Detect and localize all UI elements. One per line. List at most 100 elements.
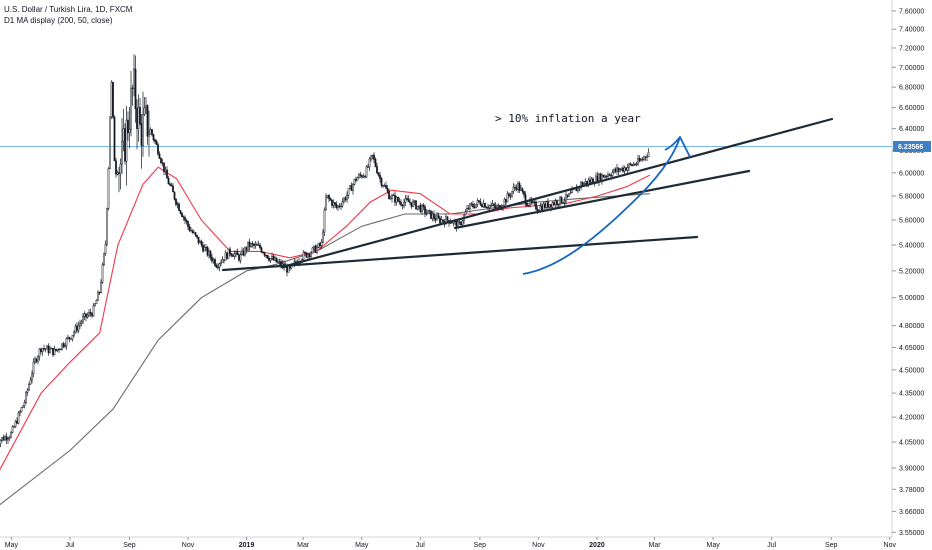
- candle: [53, 345, 56, 356]
- projection-arrowhead[interactable]: [664, 136, 691, 158]
- candle: [430, 210, 432, 220]
- candle: [635, 161, 638, 167]
- candle: [631, 163, 633, 167]
- candle: [151, 128, 153, 137]
- candle: [620, 167, 623, 172]
- indicator-title[interactable]: D1 MA display (200, 50, close): [4, 16, 113, 25]
- candle: [560, 196, 563, 204]
- time-tick-label: May: [355, 542, 369, 549]
- candle: [179, 210, 182, 215]
- candle: [436, 211, 438, 221]
- time-tick-label: Jul: [767, 542, 776, 549]
- candle: [554, 198, 557, 208]
- candle: [190, 226, 192, 232]
- trendline-drawings[interactable]: [221, 117, 834, 275]
- support-trendline-flat[interactable]: [221, 235, 699, 272]
- support-trendline-upper[interactable]: [280, 117, 834, 269]
- candle: [376, 162, 378, 174]
- candle: [211, 254, 213, 264]
- candle: [160, 157, 162, 165]
- candle: [233, 250, 236, 260]
- price-tick-label: 7.00000: [899, 65, 924, 72]
- candle: [149, 127, 152, 135]
- candle: [104, 240, 107, 256]
- candle: [140, 113, 143, 169]
- candle: [35, 357, 38, 364]
- candle: [265, 254, 267, 259]
- candle: [329, 197, 332, 201]
- candle: [647, 148, 650, 158]
- candle: [268, 255, 270, 262]
- symbol-title[interactable]: U.S. Dollar / Turkish Lira, 1D, FXCM: [4, 5, 133, 14]
- candle: [403, 198, 405, 209]
- price-tick-label: 5.80000: [899, 194, 924, 201]
- candle: [335, 201, 338, 210]
- time-tick-label: Nov: [182, 542, 195, 549]
- candle: [347, 188, 350, 199]
- price-candles: [0, 54, 650, 448]
- time-tick-label: Nov: [532, 542, 545, 549]
- candle: [341, 198, 344, 208]
- candle: [212, 258, 215, 264]
- candle: [497, 203, 500, 209]
- candle: [86, 312, 89, 319]
- candle: [520, 185, 522, 191]
- inflation-annotation[interactable]: > 10% inflation a year: [495, 112, 641, 125]
- candle: [134, 55, 137, 123]
- candle: [602, 174, 605, 178]
- candle: [259, 243, 261, 250]
- candle: [20, 407, 23, 413]
- candle: [269, 257, 272, 263]
- candle: [322, 229, 324, 244]
- candle: [52, 347, 54, 357]
- candle: [136, 99, 138, 150]
- candle: [469, 202, 471, 213]
- candle: [547, 198, 549, 210]
- candle: [49, 345, 51, 354]
- candle: [263, 251, 266, 258]
- candle: [562, 201, 564, 204]
- candle: [241, 247, 243, 256]
- candle: [188, 224, 191, 233]
- candle: [172, 183, 174, 193]
- price-tick-label: 6.40000: [899, 126, 924, 133]
- projection-curve[interactable]: [522, 136, 681, 275]
- candle: [328, 193, 330, 203]
- price-axis[interactable]: 7.60000 7.40000 7.20000 7.00000 6.80000 6.600…: [891, 0, 932, 550]
- candle: [115, 157, 117, 178]
- candle: [641, 157, 644, 162]
- candle: [148, 110, 150, 157]
- candle: [121, 118, 123, 174]
- candle: [125, 105, 128, 186]
- price-tick-label: 6.80000: [899, 85, 924, 92]
- candle: [110, 80, 113, 120]
- candle: [209, 249, 212, 261]
- candle: [79, 319, 81, 329]
- candle: [356, 176, 359, 181]
- candle: [362, 173, 365, 178]
- candle: [379, 171, 381, 183]
- candle: [71, 334, 74, 342]
- candle: [244, 246, 246, 257]
- candle: [65, 337, 68, 350]
- candle: [629, 161, 632, 166]
- candle: [64, 342, 66, 349]
- candle: [32, 358, 35, 378]
- candle: [256, 242, 258, 246]
- candle: [133, 54, 135, 97]
- candle: [413, 199, 416, 206]
- candle: [400, 199, 402, 207]
- candle: [584, 178, 587, 186]
- price-tick-label: 4.80000: [899, 323, 924, 330]
- candle: [518, 181, 521, 194]
- candle: [229, 246, 231, 257]
- candle: [10, 431, 12, 438]
- candle: [409, 198, 411, 206]
- support-trendline-mid[interactable]: [453, 169, 751, 230]
- candle: [386, 184, 389, 194]
- time-axis[interactable]: May Jul Sep Nov 2019 Mar May Jul Sep Nov 2020 Mar Ma…: [0, 536, 896, 549]
- price-tick-label: 5.00000: [899, 295, 924, 302]
- candle: [7, 436, 9, 444]
- candle: [193, 229, 195, 234]
